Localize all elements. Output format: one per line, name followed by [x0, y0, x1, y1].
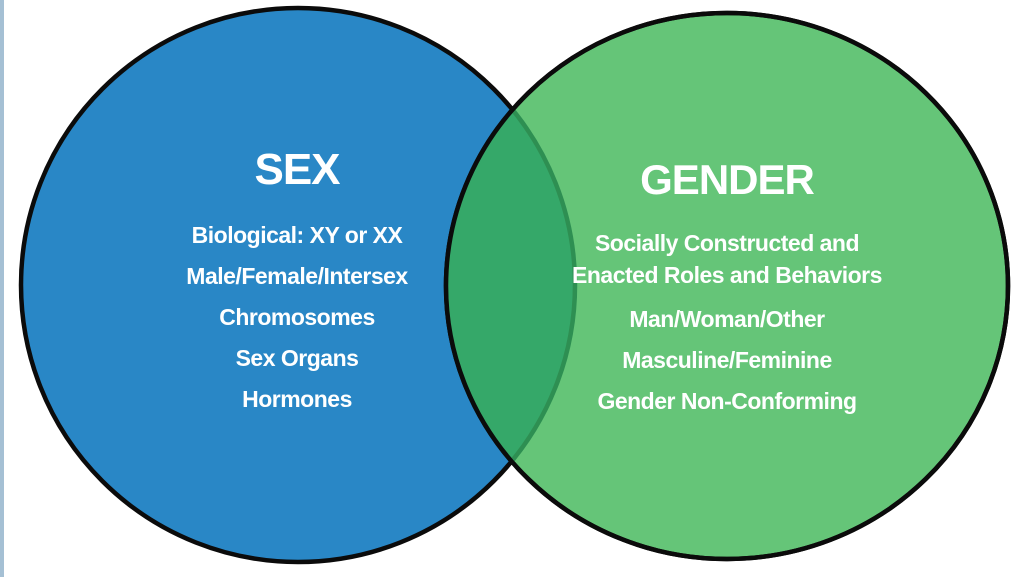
overlap-region	[446, 13, 578, 559]
gender-circle-outline	[443, 10, 1011, 562]
left-edge-strip	[0, 0, 4, 577]
